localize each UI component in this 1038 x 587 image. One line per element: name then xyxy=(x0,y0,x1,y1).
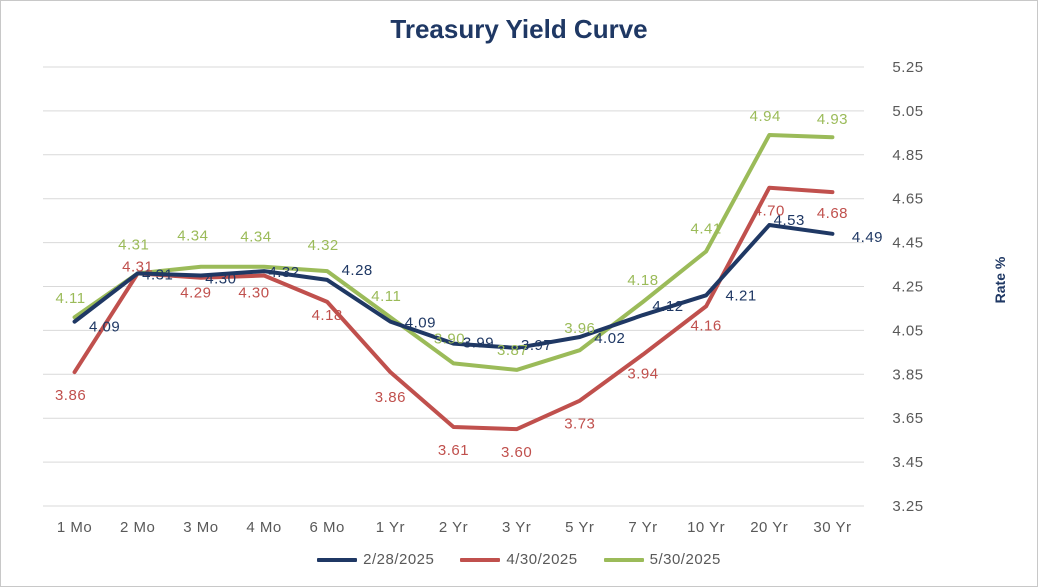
data-label: 3.99 xyxy=(463,335,494,352)
data-label: 3.86 xyxy=(55,387,86,404)
data-label: 4.31 xyxy=(122,258,153,275)
data-label: 4.29 xyxy=(180,285,211,302)
y-tick-label: 5.05 xyxy=(892,103,923,120)
y-tick-label: 4.05 xyxy=(892,322,923,339)
x-tick-label: 5 Yr xyxy=(565,519,594,536)
x-tick-label: 3 Yr xyxy=(502,519,531,536)
data-label: 3.97 xyxy=(521,337,552,354)
data-label: 4.28 xyxy=(342,262,373,279)
x-tick-label: 20 Yr xyxy=(750,519,788,536)
y-tick-label: 3.25 xyxy=(892,498,923,515)
data-label: 4.31 xyxy=(118,236,149,253)
data-label: 4.34 xyxy=(240,229,271,246)
data-label: 4.32 xyxy=(308,237,339,254)
gridlines xyxy=(43,66,864,507)
data-label: 4.94 xyxy=(750,108,781,125)
series-line-2 xyxy=(72,185,835,432)
x-tick-label: 10 Yr xyxy=(687,519,725,536)
data-labels: 4.094.31 4.30 4.32 4.284.093.99 3.97 4.024.12… xyxy=(55,108,883,461)
x-tick-label: 3 Mo xyxy=(183,519,218,536)
data-label: 3.73 xyxy=(564,416,595,433)
legend-item-3: 5/30/2025 xyxy=(603,551,721,568)
y-tick-label: 3.45 xyxy=(892,454,923,471)
data-label: 3.60 xyxy=(501,444,532,461)
data-label: 4.11 xyxy=(371,288,401,305)
data-label: 3.96 xyxy=(564,320,595,337)
data-label: 4.16 xyxy=(691,317,722,334)
x-tick-label: 1 Mo xyxy=(57,519,92,536)
data-label: 4.70 xyxy=(754,203,785,220)
data-label: 4.11 xyxy=(56,290,86,307)
y-tick-label: 4.25 xyxy=(892,279,923,296)
data-label: 4.31 xyxy=(142,266,173,283)
data-label: 4.41 xyxy=(691,220,722,237)
series-line-3 xyxy=(72,133,835,372)
data-label: 4.49 xyxy=(852,229,883,246)
data-label: 4.09 xyxy=(405,315,436,332)
data-label: 4.93 xyxy=(817,111,848,128)
data-label: 3.61 xyxy=(438,442,469,459)
y-tick-label: 4.85 xyxy=(892,147,923,164)
data-label: 4.53 xyxy=(774,212,805,229)
data-label: 4.21 xyxy=(726,287,757,304)
series-lines xyxy=(72,133,835,432)
x-tick-label: 1 Yr xyxy=(376,519,405,536)
data-label: 4.34 xyxy=(177,228,208,245)
y-tick-label: 4.65 xyxy=(892,191,923,208)
series-line-1 xyxy=(72,223,835,350)
x-tick-label: 4 Mo xyxy=(246,519,281,536)
y-tick-label: 4.45 xyxy=(892,235,923,252)
legend-swatch-3 xyxy=(603,557,644,562)
data-label: 4.30 xyxy=(205,271,236,288)
data-label: 4.18 xyxy=(627,272,658,289)
legend-swatch-1 xyxy=(317,557,358,562)
data-label: 4.68 xyxy=(817,205,848,222)
data-label: 3.87 xyxy=(497,342,528,359)
legend-label-2: 4/30/2025 xyxy=(506,551,578,568)
data-label: 4.09 xyxy=(89,319,120,336)
x-tick-label: 2 Yr xyxy=(439,519,468,536)
legend: 2/28/2025 4/30/2025 5/30/2025 xyxy=(0,551,1038,568)
legend-swatch-2 xyxy=(460,557,501,562)
data-label: 3.90 xyxy=(434,330,465,347)
legend-label-3: 5/30/2025 xyxy=(649,551,721,568)
legend-item-1: 2/28/2025 xyxy=(317,551,434,568)
x-tick-label: 6 Mo xyxy=(310,519,345,536)
data-label: 4.32 xyxy=(268,264,299,281)
data-label: 4.30 xyxy=(238,285,269,302)
legend-item-2: 4/30/2025 xyxy=(460,551,577,568)
y-axis-ticks: 3.25 3.45 3.65 3.85 4.05 4.25 4.45 4.65 4.85 5.05… xyxy=(892,59,923,515)
data-label: 3.94 xyxy=(627,366,658,383)
chart-title: Treasury Yield Curve xyxy=(390,14,648,44)
y-tick-label: 3.85 xyxy=(892,366,923,383)
data-label: 4.02 xyxy=(594,330,625,347)
legend-label-1: 2/28/2025 xyxy=(363,551,435,568)
y-tick-label: 5.25 xyxy=(892,59,923,76)
data-label: 4.12 xyxy=(652,298,683,315)
x-tick-label: 2 Mo xyxy=(120,519,155,536)
data-label: 3.86 xyxy=(375,389,406,406)
y-axis-label: Rate % xyxy=(992,256,1008,304)
x-axis-ticks: 1 Mo 2 Mo 3 Mo 4 Mo 6 Mo 1 Yr 2 Yr 3 Yr 5 Yr 7 Yr… xyxy=(57,519,851,536)
x-tick-label: 30 Yr xyxy=(813,519,851,536)
data-label: 4.18 xyxy=(312,307,343,324)
y-tick-label: 3.65 xyxy=(892,410,923,427)
x-tick-label: 7 Yr xyxy=(628,519,657,536)
